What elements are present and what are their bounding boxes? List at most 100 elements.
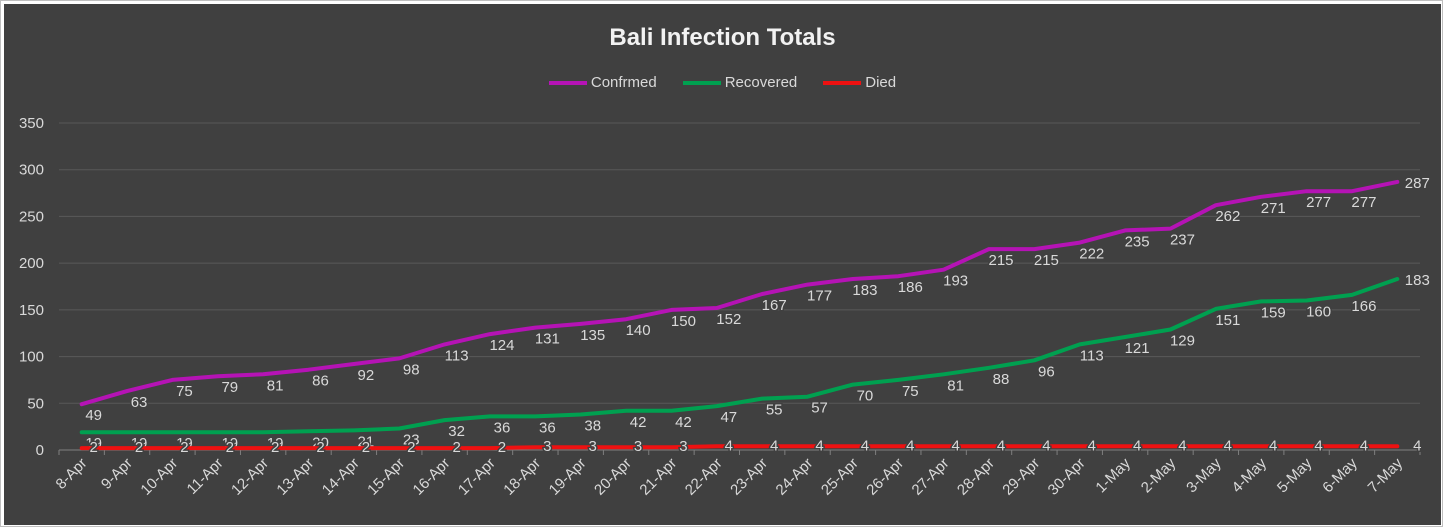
y-tick-label: 50 bbox=[27, 395, 44, 412]
data-label-recovered: 159 bbox=[1261, 304, 1286, 321]
data-label-died: 4 bbox=[1178, 437, 1186, 454]
legend: Confrmed Recovered Died bbox=[4, 74, 1441, 91]
series-line-died bbox=[79, 444, 1400, 451]
x-tick-label: 4-May bbox=[1229, 454, 1271, 496]
x-tick-label: 28-Apr bbox=[954, 455, 998, 499]
data-label-recovered: 38 bbox=[584, 417, 601, 434]
x-tick-label: 29-Apr bbox=[999, 455, 1043, 499]
y-tick-label: 300 bbox=[19, 162, 44, 179]
data-label-died: 2 bbox=[226, 439, 234, 456]
x-tick-label: 1-May bbox=[1092, 454, 1134, 496]
data-label-died: 4 bbox=[1360, 437, 1368, 454]
data-label-recovered: 129 bbox=[1170, 332, 1195, 349]
data-label-died: 4 bbox=[861, 437, 869, 454]
data-label-died: 4 bbox=[815, 437, 823, 454]
data-label-recovered: 81 bbox=[947, 377, 964, 394]
data-label-confrmed: 49 bbox=[85, 407, 102, 424]
data-label-died: 2 bbox=[407, 439, 415, 456]
x-tick-label: 18-Apr bbox=[500, 455, 544, 499]
chart-area: 0 50 100 150 200 250 300 350 8-Apr 9-Apr 10-Apr 11-… bbox=[4, 4, 1441, 525]
data-label-confrmed: 277 bbox=[1306, 194, 1331, 211]
data-label-died: 2 bbox=[316, 439, 324, 456]
data-label-recovered: 70 bbox=[857, 388, 874, 405]
data-label-confrmed: 193 bbox=[943, 273, 968, 290]
y-tick-label: 250 bbox=[19, 208, 44, 225]
legend-label: Confrmed bbox=[590, 74, 657, 91]
legend-item-confrmed: Confrmed bbox=[548, 74, 657, 91]
data-label-confrmed: 81 bbox=[267, 377, 284, 394]
x-tick-label: 5-May bbox=[1274, 454, 1316, 496]
data-label-recovered: 42 bbox=[675, 414, 692, 431]
data-label-died: 2 bbox=[90, 439, 98, 456]
x-tick-label: 27-Apr bbox=[909, 455, 953, 499]
x-tick-label: 25-Apr bbox=[818, 455, 862, 499]
data-label-confrmed: 262 bbox=[1215, 208, 1240, 225]
data-label-confrmed: 92 bbox=[358, 367, 375, 384]
x-tick-label: 3-May bbox=[1183, 454, 1225, 496]
data-label-recovered: 113 bbox=[1080, 347, 1104, 364]
data-label-confrmed: 63 bbox=[131, 394, 148, 411]
x-tick-label: 6-May bbox=[1319, 454, 1361, 496]
data-label-died: 3 bbox=[634, 438, 642, 455]
chart-title: Bali Infection Totals bbox=[609, 24, 836, 51]
data-label-confrmed: 215 bbox=[989, 252, 1014, 269]
data-label-recovered: 32 bbox=[448, 423, 465, 440]
legend-swatch bbox=[548, 80, 587, 85]
series-line-recovered bbox=[79, 277, 1400, 435]
x-tick-label: 22-Apr bbox=[682, 455, 726, 499]
data-label-confrmed: 186 bbox=[898, 279, 923, 296]
data-label-died: 4 bbox=[1269, 437, 1277, 454]
data-label-confrmed: 237 bbox=[1170, 232, 1195, 249]
data-label-confrmed: 113 bbox=[445, 347, 469, 364]
plot-area: 0 50 100 150 200 250 300 350 8-Apr 9-Apr 10-Apr 11-… bbox=[19, 115, 1431, 499]
data-label-recovered: 42 bbox=[630, 414, 647, 431]
data-label-died: 4 bbox=[770, 437, 778, 454]
data-label-recovered: 36 bbox=[494, 419, 511, 436]
data-label-confrmed: 277 bbox=[1351, 194, 1376, 211]
data-label-died: 4 bbox=[1042, 437, 1050, 454]
data-label-confrmed: 215 bbox=[1034, 252, 1059, 269]
data-label-recovered: 57 bbox=[811, 400, 828, 417]
data-label-died: 4 bbox=[1088, 437, 1096, 454]
x-tick-label: 16-Apr bbox=[410, 455, 454, 499]
x-tick-label: 2-May bbox=[1138, 454, 1180, 496]
x-tick-label: 17-Apr bbox=[455, 455, 499, 499]
data-label-died: 2 bbox=[498, 439, 506, 456]
data-label-confrmed: 167 bbox=[762, 297, 787, 314]
x-tick-label: 26-Apr bbox=[863, 455, 907, 499]
data-label-died: 4 bbox=[1133, 437, 1141, 454]
data-label-died: 4 bbox=[997, 437, 1005, 454]
data-label-confrmed: 287 bbox=[1405, 175, 1430, 192]
data-label-recovered: 75 bbox=[902, 383, 919, 400]
data-label-confrmed: 124 bbox=[489, 337, 514, 354]
x-tick-label: 14-Apr bbox=[319, 455, 363, 499]
x-tick-label: 23-Apr bbox=[727, 455, 771, 499]
data-label-died: 4 bbox=[906, 437, 914, 454]
x-tick-label: 13-Apr bbox=[273, 455, 317, 499]
x-tick-label: 12-Apr bbox=[228, 455, 272, 499]
data-label-recovered: 47 bbox=[720, 409, 737, 426]
data-label-died: 2 bbox=[271, 439, 279, 456]
legend-label: Died bbox=[865, 74, 897, 91]
data-label-died: 3 bbox=[543, 438, 551, 455]
data-label-died: 2 bbox=[135, 439, 143, 456]
x-tick-label: 20-Apr bbox=[591, 455, 635, 499]
legend-label: Recovered bbox=[724, 74, 798, 91]
data-label-died: 4 bbox=[951, 437, 959, 454]
data-label-died: 3 bbox=[679, 438, 687, 455]
data-label-died: 4 bbox=[725, 437, 733, 454]
data-label-died: 3 bbox=[589, 438, 597, 455]
y-tick-label: 200 bbox=[19, 255, 44, 272]
y-tick-label: 100 bbox=[19, 349, 44, 366]
data-label-confrmed: 177 bbox=[807, 288, 832, 305]
data-label-died: 4 bbox=[1224, 437, 1232, 454]
x-tick-label: 7-May bbox=[1365, 454, 1407, 496]
data-label-confrmed: 140 bbox=[626, 322, 651, 339]
data-label-confrmed: 235 bbox=[1125, 233, 1150, 250]
data-label-recovered: 23 bbox=[403, 432, 420, 449]
data-label-confrmed: 79 bbox=[221, 379, 238, 396]
legend-item-died: Died bbox=[823, 74, 896, 91]
legend-item-recovered: Recovered bbox=[682, 74, 798, 91]
y-tick-label: 150 bbox=[19, 302, 44, 319]
